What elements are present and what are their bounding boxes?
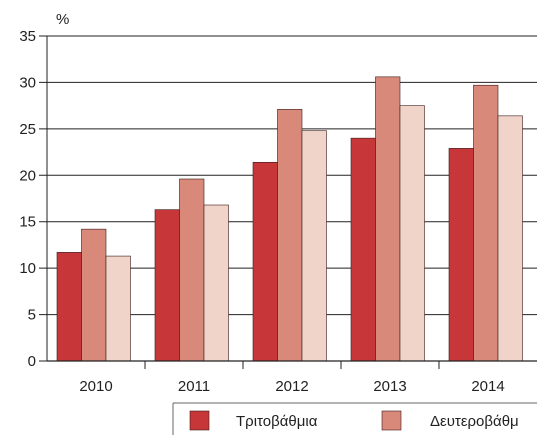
bar-2011-series-1 [154, 209, 180, 362]
bar-2014-series-3 [497, 115, 523, 362]
x-tick-label: 2010 [79, 378, 112, 395]
y-tick-label: 25 [19, 121, 36, 138]
x-tick-label: 2013 [373, 378, 406, 395]
legend-label-2: Δευτεροβάθμ [430, 413, 519, 430]
y-tick-label: 20 [19, 167, 36, 184]
legend-swatch-1 [189, 410, 210, 431]
x-tick-labels: 2010 2011 2012 2013 2014 [79, 378, 504, 395]
bar-2011-series-2 [179, 178, 205, 362]
x-tick-label: 2011 [178, 378, 210, 395]
bar-2013-series-2 [375, 76, 401, 362]
x-tick-label: 2012 [275, 378, 308, 395]
x-tick-label: 2014 [471, 378, 504, 395]
legend: Τριτοβάθμια Δευτεροβάθμ [172, 402, 537, 435]
y-tick-label: 10 [19, 260, 36, 277]
bar-2013-series-1 [350, 137, 376, 362]
bars [47, 76, 537, 362]
bar-2010-series-2 [81, 228, 107, 362]
bar-2013-series-3 [399, 105, 425, 362]
y-tick-label: 0 [28, 353, 36, 370]
bar-2010-series-3 [105, 255, 131, 362]
y-tick-label: 30 [19, 74, 36, 91]
y-tick-label: 35 [19, 28, 36, 45]
bar-2011-series-3 [203, 204, 229, 362]
y-unit-label: % [56, 11, 69, 28]
bar-2012-series-2 [277, 109, 303, 362]
bar-2012-series-1 [252, 161, 278, 362]
bar-2012-series-3 [301, 130, 327, 362]
bar-2014-series-2 [473, 84, 499, 362]
bar-2010-series-1 [56, 252, 82, 362]
legend-label-1: Τριτοβάθμια [236, 413, 318, 430]
legend-swatch-2 [381, 410, 402, 431]
bar-2014-series-1 [448, 148, 474, 362]
y-tick-label: 15 [19, 214, 36, 231]
y-tick-label: 5 [28, 307, 36, 324]
y-tick-labels: 0 5 10 15 20 25 30 35 [19, 28, 36, 370]
